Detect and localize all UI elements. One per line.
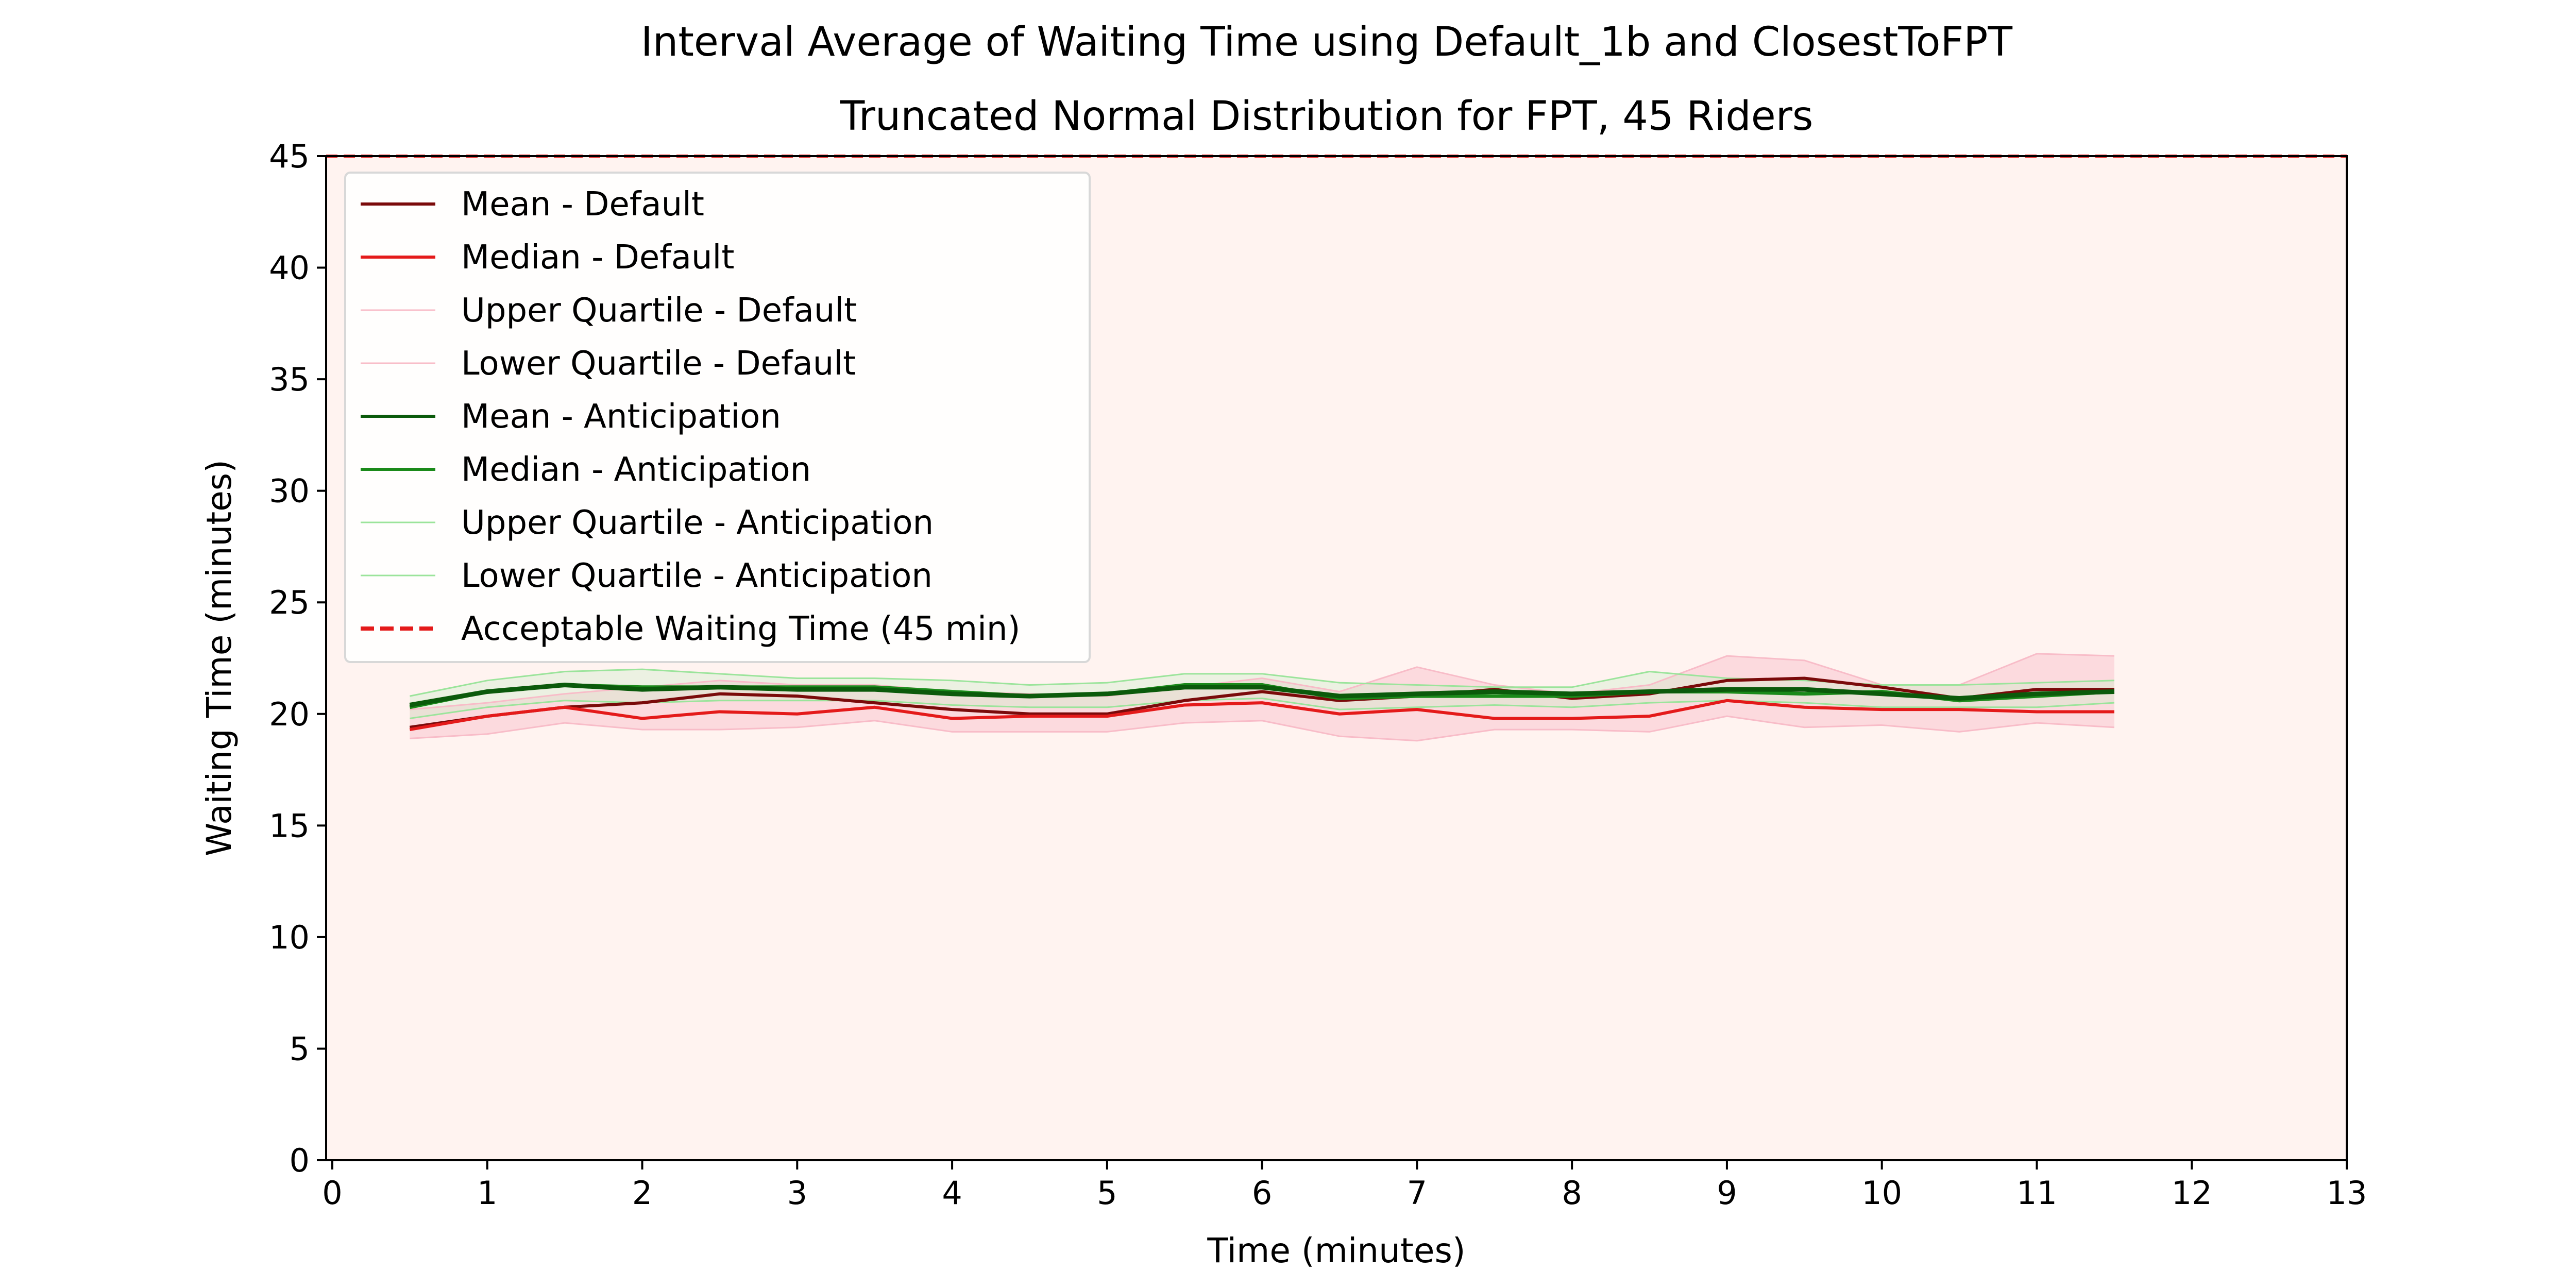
legend-label-upper-quartile-default: Upper Quartile - Default bbox=[461, 292, 857, 330]
legend-label-mean-default: Mean - Default bbox=[461, 185, 704, 224]
anticipation-iqr-band bbox=[410, 669, 2114, 719]
legend-label-acceptable-waiting-time-45-min: Acceptable Waiting Time (45 min) bbox=[461, 610, 1020, 648]
x-tick-label: 13 bbox=[2327, 1174, 2367, 1212]
y-tick-label: 20 bbox=[269, 696, 310, 733]
x-tick-label: 1 bbox=[477, 1174, 497, 1212]
x-axis-label: Time (minutes) bbox=[1207, 1231, 1465, 1270]
plot-frame bbox=[325, 155, 2348, 1161]
x-tick-label: 9 bbox=[1717, 1174, 1737, 1212]
x-tick-label: 12 bbox=[2172, 1174, 2212, 1212]
x-tick-label: 0 bbox=[322, 1174, 342, 1212]
y-tick-label: 45 bbox=[269, 138, 310, 175]
legend-box bbox=[344, 172, 1091, 663]
x-tick-label: 5 bbox=[1097, 1174, 1117, 1212]
x-tick-label: 7 bbox=[1407, 1174, 1427, 1212]
x-tick-label: 3 bbox=[787, 1174, 807, 1212]
y-tick-label: 0 bbox=[290, 1142, 310, 1179]
y-tick-label: 30 bbox=[269, 472, 310, 510]
y-tick-label: 40 bbox=[269, 249, 310, 287]
legend-label-lower-quartile-default: Lower Quartile - Default bbox=[461, 345, 856, 383]
y-tick-label: 15 bbox=[269, 807, 310, 844]
series-line-lower-quartile-anticipation bbox=[410, 697, 2114, 719]
chart-subtitle: Truncated Normal Distribution for FPT, 4… bbox=[840, 93, 1814, 140]
chart-title: Interval Average of Waiting Time using D… bbox=[641, 19, 2013, 65]
y-tick-label: 35 bbox=[269, 361, 310, 398]
series-line-mean-anticipation bbox=[409, 682, 2114, 707]
x-tick-label: 10 bbox=[1861, 1174, 1902, 1212]
x-axis-ticks: 0 1 2 3 4 5 6 7 8 9 10 11 12 13 bbox=[322, 1160, 2367, 1212]
legend-label-upper-quartile-anticipation: Upper Quartile - Anticipation bbox=[461, 504, 934, 542]
legend-label-median-anticipation: Median - Anticipation bbox=[461, 451, 811, 489]
y-tick-label: 5 bbox=[290, 1030, 310, 1067]
series-line-lower-quartile-default bbox=[410, 715, 2114, 742]
series-line-mean-default bbox=[409, 676, 2114, 729]
y-tick-label: 10 bbox=[269, 919, 310, 956]
series-line-median-default bbox=[409, 699, 2114, 732]
legend-label-lower-quartile-anticipation: Lower Quartile - Anticipation bbox=[461, 557, 933, 595]
x-tick-label: 6 bbox=[1252, 1174, 1272, 1212]
x-tick-label: 11 bbox=[2016, 1174, 2057, 1212]
legend-label-mean-anticipation: Mean - Anticipation bbox=[461, 398, 781, 436]
y-axis-label: Waiting Time (minutes) bbox=[199, 460, 239, 856]
y-tick-label: 25 bbox=[269, 584, 310, 621]
legend-label-median-default: Median - Default bbox=[461, 239, 734, 277]
series-line-upper-quartile-default bbox=[410, 653, 2114, 710]
x-tick-label: 4 bbox=[942, 1174, 962, 1212]
x-tick-label: 8 bbox=[1562, 1174, 1582, 1212]
legend: Mean - Default Median - Default Upper Quar… bbox=[344, 172, 1091, 663]
x-tick-label: 2 bbox=[632, 1174, 652, 1212]
y-axis-ticks: 0 5 10 15 20 25 30 35 40 45 bbox=[269, 138, 326, 1179]
